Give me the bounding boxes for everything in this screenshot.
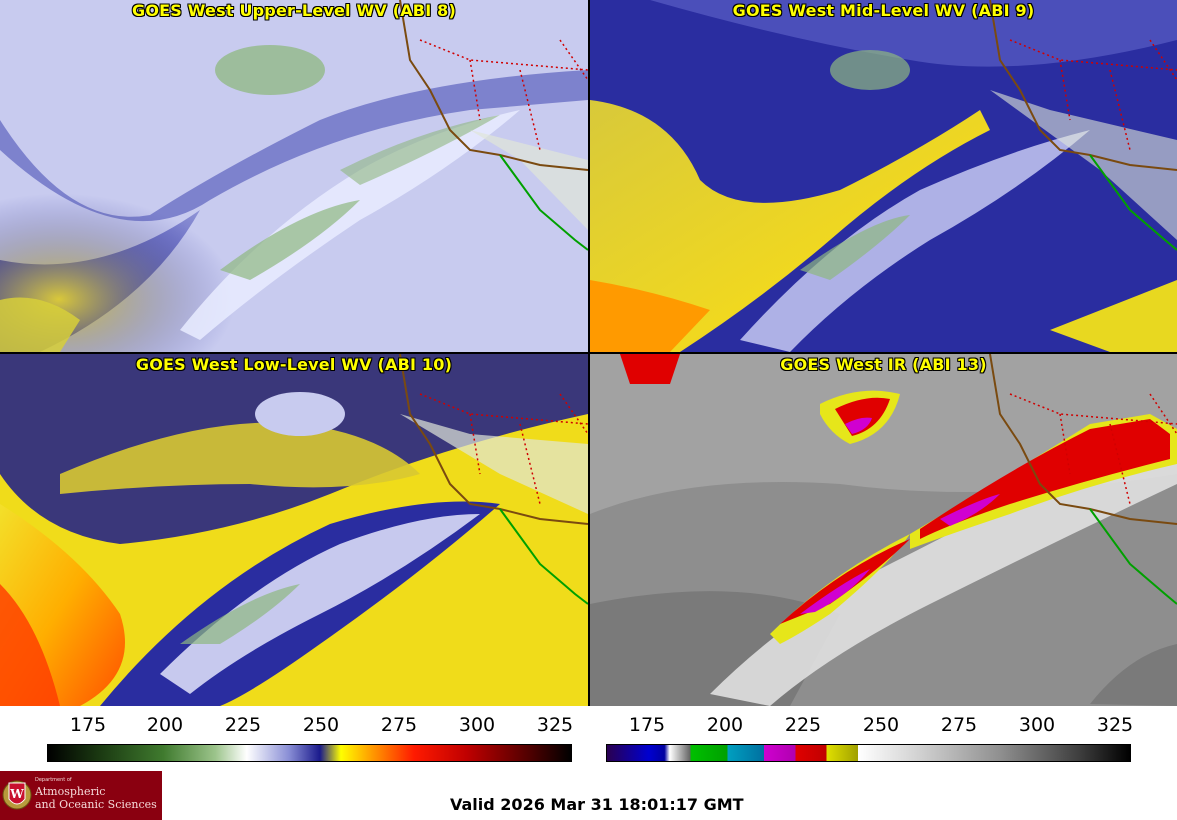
low-level-wv-panel: GOES West Low-Level WV (ABI 10): [0, 354, 588, 706]
seal-letter: W: [9, 787, 24, 801]
ir-colorbar: [606, 744, 1131, 762]
upper-level-wv-image: [0, 0, 588, 352]
tick-label: 200: [706, 714, 744, 736]
upper-level-wv-panel: GOES West Upper-Level WV (ABI 8): [0, 0, 588, 352]
panel-divider-horizontal: [0, 352, 1177, 354]
tick-label: 300: [458, 714, 496, 736]
tick-label: 300: [1018, 714, 1056, 736]
tick-label: 175: [69, 714, 107, 736]
panel-title: GOES West Low-Level WV (ABI 10): [135, 355, 453, 374]
tick-label: 175: [628, 714, 666, 736]
ir-panel: GOES West IR (ABI 13): [590, 354, 1177, 706]
panel-title: GOES West Mid-Level WV (ABI 9): [732, 1, 1035, 20]
tick-label: 225: [784, 714, 822, 736]
logo-line-2: and Oceanic Sciences: [35, 798, 157, 811]
wv-colorbar: [47, 744, 572, 762]
tick-label: 225: [224, 714, 262, 736]
mid-level-wv-panel: GOES West Mid-Level WV (ABI 9): [590, 0, 1177, 352]
tick-label: 325: [536, 714, 574, 736]
tick-label: 250: [862, 714, 900, 736]
aos-logo: W Department of Atmospheric and Oceanic …: [0, 771, 162, 820]
wv-colorbar-ticks: 175 200 225 250 275 300 325: [47, 714, 574, 759]
tick-label: 200: [146, 714, 184, 736]
low-level-wv-image: [0, 354, 588, 706]
logo-small-text: Department of: [35, 777, 72, 783]
tick-label: 275: [940, 714, 978, 736]
uw-seal-icon: W: [2, 780, 32, 810]
tick-label: 250: [302, 714, 340, 736]
tick-label: 325: [1096, 714, 1134, 736]
tick-label: 275: [380, 714, 418, 736]
ir-image: [590, 354, 1177, 706]
valid-time: Valid 2026 Mar 31 18:01:17 GMT: [450, 795, 744, 814]
logo-line-1: Atmospheric: [35, 785, 106, 798]
panel-title: GOES West Upper-Level WV (ABI 8): [132, 1, 456, 20]
panel-title: GOES West IR (ABI 13): [780, 355, 987, 374]
ir-colorbar-ticks: 175 200 225 250 275 300 325: [606, 714, 1134, 759]
mid-level-wv-image: [590, 0, 1177, 352]
